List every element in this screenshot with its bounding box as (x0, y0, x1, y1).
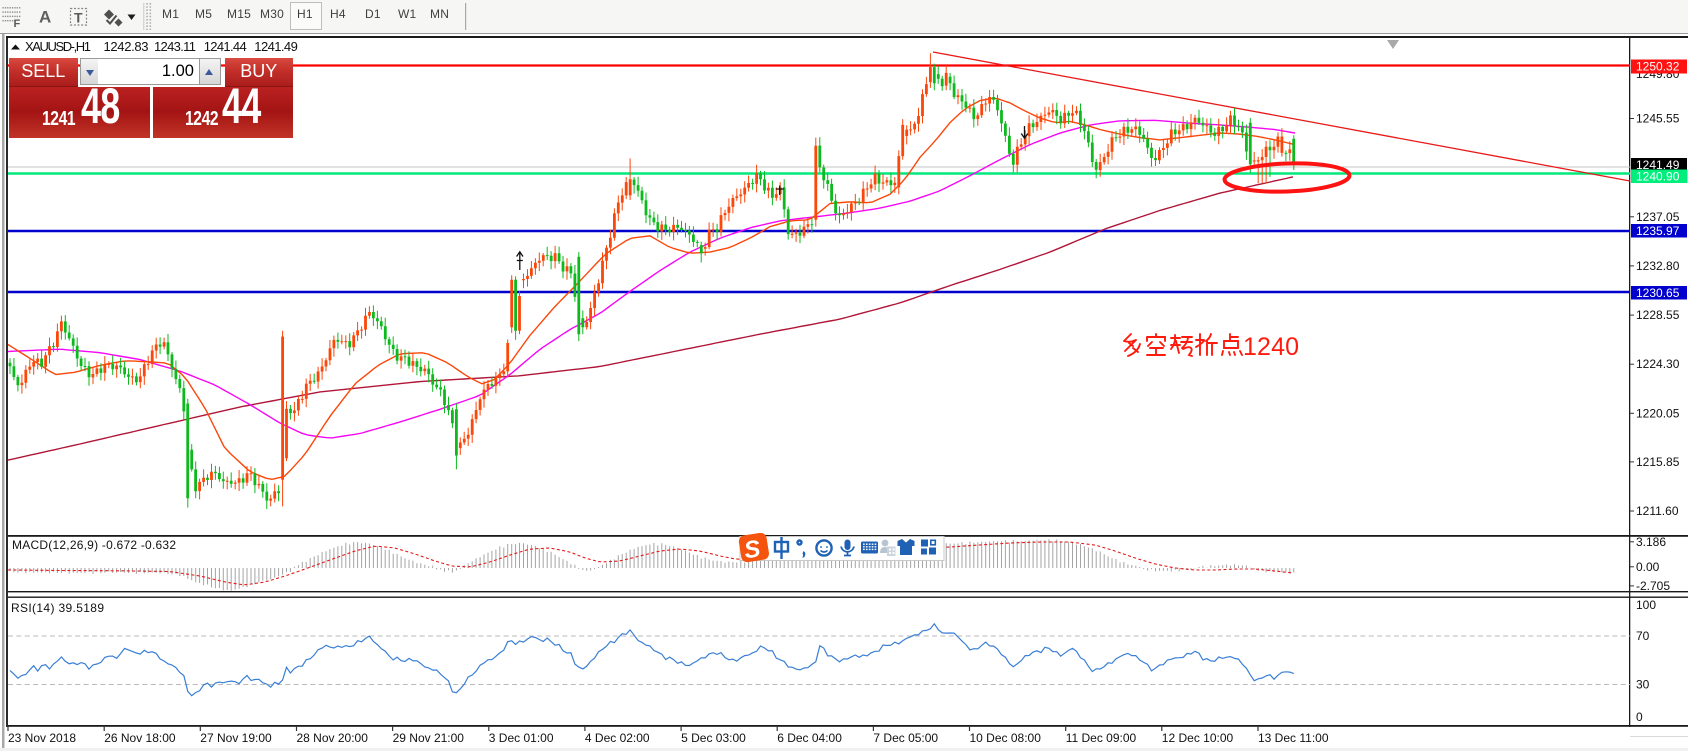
svg-text:29 Nov 21:00: 29 Nov 21:00 (393, 731, 465, 745)
svg-text:23 Nov 2018: 23 Nov 2018 (8, 731, 76, 745)
svg-text:30: 30 (1636, 678, 1650, 692)
svg-text:RSI(14) 39.5189: RSI(14) 39.5189 (11, 601, 104, 615)
svg-text:11 Dec 09:00: 11 Dec 09:00 (1066, 731, 1137, 745)
svg-text:0.00: 0.00 (1636, 560, 1660, 574)
svg-text:F: F (14, 18, 21, 30)
svg-text:4 Dec 02:00: 4 Dec 02:00 (585, 731, 650, 745)
svg-text:3 Dec 01:00: 3 Dec 01:00 (489, 731, 554, 745)
svg-text:12 Dec 10:00: 12 Dec 10:00 (1162, 731, 1234, 745)
svg-text:100: 100 (1636, 598, 1656, 612)
svg-text:1241.49: 1241.49 (1636, 158, 1680, 172)
svg-text:1220.05: 1220.05 (1636, 406, 1680, 420)
svg-text:6 Dec 04:00: 6 Dec 04:00 (777, 731, 842, 745)
svg-text:1235.97: 1235.97 (1636, 224, 1680, 238)
svg-text:1250.32: 1250.32 (1636, 60, 1680, 74)
svg-text:1228.55: 1228.55 (1636, 308, 1680, 322)
svg-text:XAUUSD-,H1: XAUUSD-,H1 (25, 39, 91, 54)
svg-text:1211.60: 1211.60 (1636, 504, 1679, 518)
svg-text:1245.55: 1245.55 (1636, 112, 1680, 126)
svg-text:1242.83: 1242.83 (104, 39, 149, 54)
svg-text:7 Dec 05:00: 7 Dec 05:00 (873, 731, 938, 745)
svg-text:1243.11: 1243.11 (154, 39, 196, 54)
svg-text:1240.90: 1240.90 (1636, 170, 1680, 184)
svg-text:1237.05: 1237.05 (1636, 210, 1680, 224)
svg-text:A: A (39, 8, 51, 27)
svg-text:28 Nov 20:00: 28 Nov 20:00 (297, 731, 369, 745)
svg-text:70: 70 (1636, 629, 1650, 643)
svg-text:1241.49: 1241.49 (254, 39, 297, 54)
svg-text:MACD(12,26,9) -0.672 -0.632: MACD(12,26,9) -0.672 -0.632 (12, 538, 176, 552)
svg-text:27 Nov 19:00: 27 Nov 19:00 (200, 731, 272, 745)
svg-text:26 Nov 18:00: 26 Nov 18:00 (104, 731, 176, 745)
svg-text:1240: 1240 (1243, 333, 1299, 361)
svg-text:1224.30: 1224.30 (1636, 357, 1680, 371)
svg-text:3.186: 3.186 (1636, 535, 1666, 549)
svg-text:10 Dec 08:00: 10 Dec 08:00 (970, 731, 1042, 745)
svg-text:S: S (742, 535, 762, 564)
svg-text:0: 0 (1636, 710, 1643, 724)
svg-text:1230.65: 1230.65 (1636, 286, 1680, 300)
svg-text:5 Dec 03:00: 5 Dec 03:00 (681, 731, 746, 745)
svg-text:1215.85: 1215.85 (1636, 455, 1680, 469)
svg-text:1241.44: 1241.44 (204, 39, 247, 54)
svg-text:T: T (74, 10, 83, 26)
svg-text:1232.80: 1232.80 (1636, 259, 1680, 273)
svg-text:-2.705: -2.705 (1636, 579, 1670, 593)
svg-text:13 Dec 11:00: 13 Dec 11:00 (1258, 731, 1329, 745)
